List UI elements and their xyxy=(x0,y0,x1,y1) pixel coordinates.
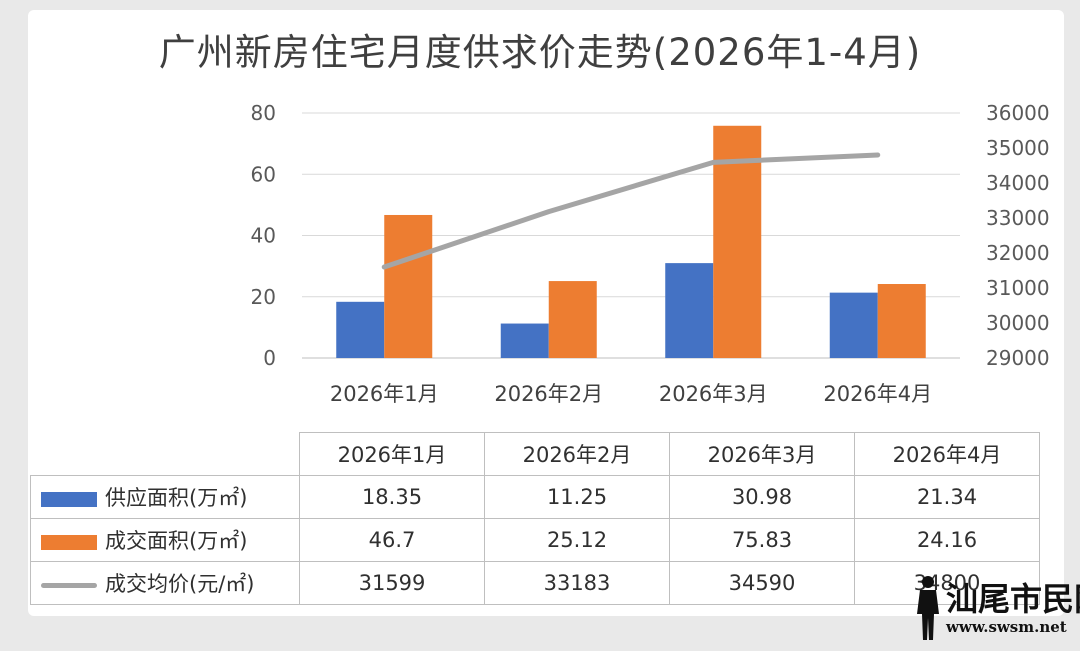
table-cell: 11.25 xyxy=(484,475,670,519)
y-tick-label: 40 xyxy=(251,224,276,248)
watermark-text: 汕尾市民网 xyxy=(946,580,1080,618)
legend-sales: 成交面积(万㎡) xyxy=(30,518,300,562)
axis-labels: 0 20 40 60 80 29000 30000 31000 32000 33000 34000 3… xyxy=(251,101,1050,406)
bar-sales xyxy=(384,214,433,358)
x-tick-label: 2026年1月 xyxy=(330,382,439,406)
bar-supply xyxy=(665,263,714,358)
table-cell: 75.83 xyxy=(669,518,855,562)
watermark-url: www.swsm.net xyxy=(946,618,1067,636)
y-tick-label: 20 xyxy=(251,285,276,309)
table-cell: 24.16 xyxy=(854,518,1040,562)
table-cell: 31599 xyxy=(299,561,485,605)
bar-supply xyxy=(829,292,878,358)
table-row-sales: 成交面积(万㎡) 46.7 25.12 75.83 24.16 xyxy=(30,518,1040,562)
table-header-cell: 2026年4月 xyxy=(854,432,1040,476)
y2-tick-label: 32000 xyxy=(986,241,1050,265)
x-tick-label: 2026年4月 xyxy=(823,382,932,406)
legend-price: 成交均价(元/㎡) xyxy=(30,561,300,605)
y2-tick-label: 31000 xyxy=(986,276,1050,300)
watermark-figure-icon xyxy=(917,576,939,640)
y2-tick-label: 36000 xyxy=(986,101,1050,125)
bar-sales xyxy=(877,284,926,358)
legend-label-supply: 供应面积(万㎡) xyxy=(105,486,248,510)
table-header-row: 2026年1月 2026年2月 2026年3月 2026年4月 xyxy=(31,432,1040,476)
table-cell: 33183 xyxy=(484,561,670,605)
table-cell: 30.98 xyxy=(669,475,855,519)
y-tick-label: 80 xyxy=(251,101,276,125)
chart-title: 广州新房住宅月度供求价走势(2026年1-4月) xyxy=(158,31,922,74)
x-tick-label: 2026年3月 xyxy=(659,382,768,406)
bar-supply xyxy=(336,301,385,358)
legend-swatch-sales xyxy=(41,534,97,550)
y2-tick-label: 30000 xyxy=(986,311,1050,335)
y2-tick-label: 35000 xyxy=(986,136,1050,160)
y-tick-label: 60 xyxy=(251,162,276,186)
legend-swatch-price xyxy=(41,582,97,588)
bars xyxy=(336,125,926,358)
price-line-path xyxy=(381,152,881,270)
y2-tick-label: 29000 xyxy=(986,346,1050,370)
table-cell: 46.7 xyxy=(299,518,485,562)
table-cell: 18.35 xyxy=(299,475,485,519)
chart-plot: 0 20 40 60 80 29000 30000 31000 32000 33000 34000 3… xyxy=(251,101,1050,406)
legend-label-sales: 成交面积(万㎡) xyxy=(105,529,248,553)
bar-sales xyxy=(548,281,597,358)
table-cell: 25.12 xyxy=(484,518,670,562)
y-tick-label: 0 xyxy=(263,346,276,370)
price-line xyxy=(381,152,881,270)
table-header-cell: 2026年1月 xyxy=(299,432,485,476)
table-row-price: 成交均价(元/㎡) 31599 33183 34590 34800 xyxy=(30,561,1040,605)
table-header-cell: 2026年2月 xyxy=(484,432,670,476)
table-cell: 21.34 xyxy=(854,475,1040,519)
y2-tick-label: 34000 xyxy=(986,171,1050,195)
table-corner xyxy=(31,433,300,476)
table-row-supply: 供应面积(万㎡) 18.35 11.25 30.98 21.34 xyxy=(30,475,1040,519)
watermark: 汕尾市民网 www.swsm.net xyxy=(912,574,1080,644)
bar-supply xyxy=(500,323,549,358)
x-tick-label: 2026年2月 xyxy=(494,382,603,406)
legend-label-price: 成交均价(元/㎡) xyxy=(105,572,255,596)
legend-swatch-supply xyxy=(41,491,97,507)
table-cell: 34800 xyxy=(854,561,1040,605)
y2-tick-label: 33000 xyxy=(986,206,1050,230)
data-table: 2026年1月 2026年2月 2026年3月 2026年4月 供应面积(万㎡)… xyxy=(30,432,1040,605)
legend-supply: 供应面积(万㎡) xyxy=(30,475,300,519)
table-cell: 34590 xyxy=(669,561,855,605)
table-header-cell: 2026年3月 xyxy=(669,432,855,476)
